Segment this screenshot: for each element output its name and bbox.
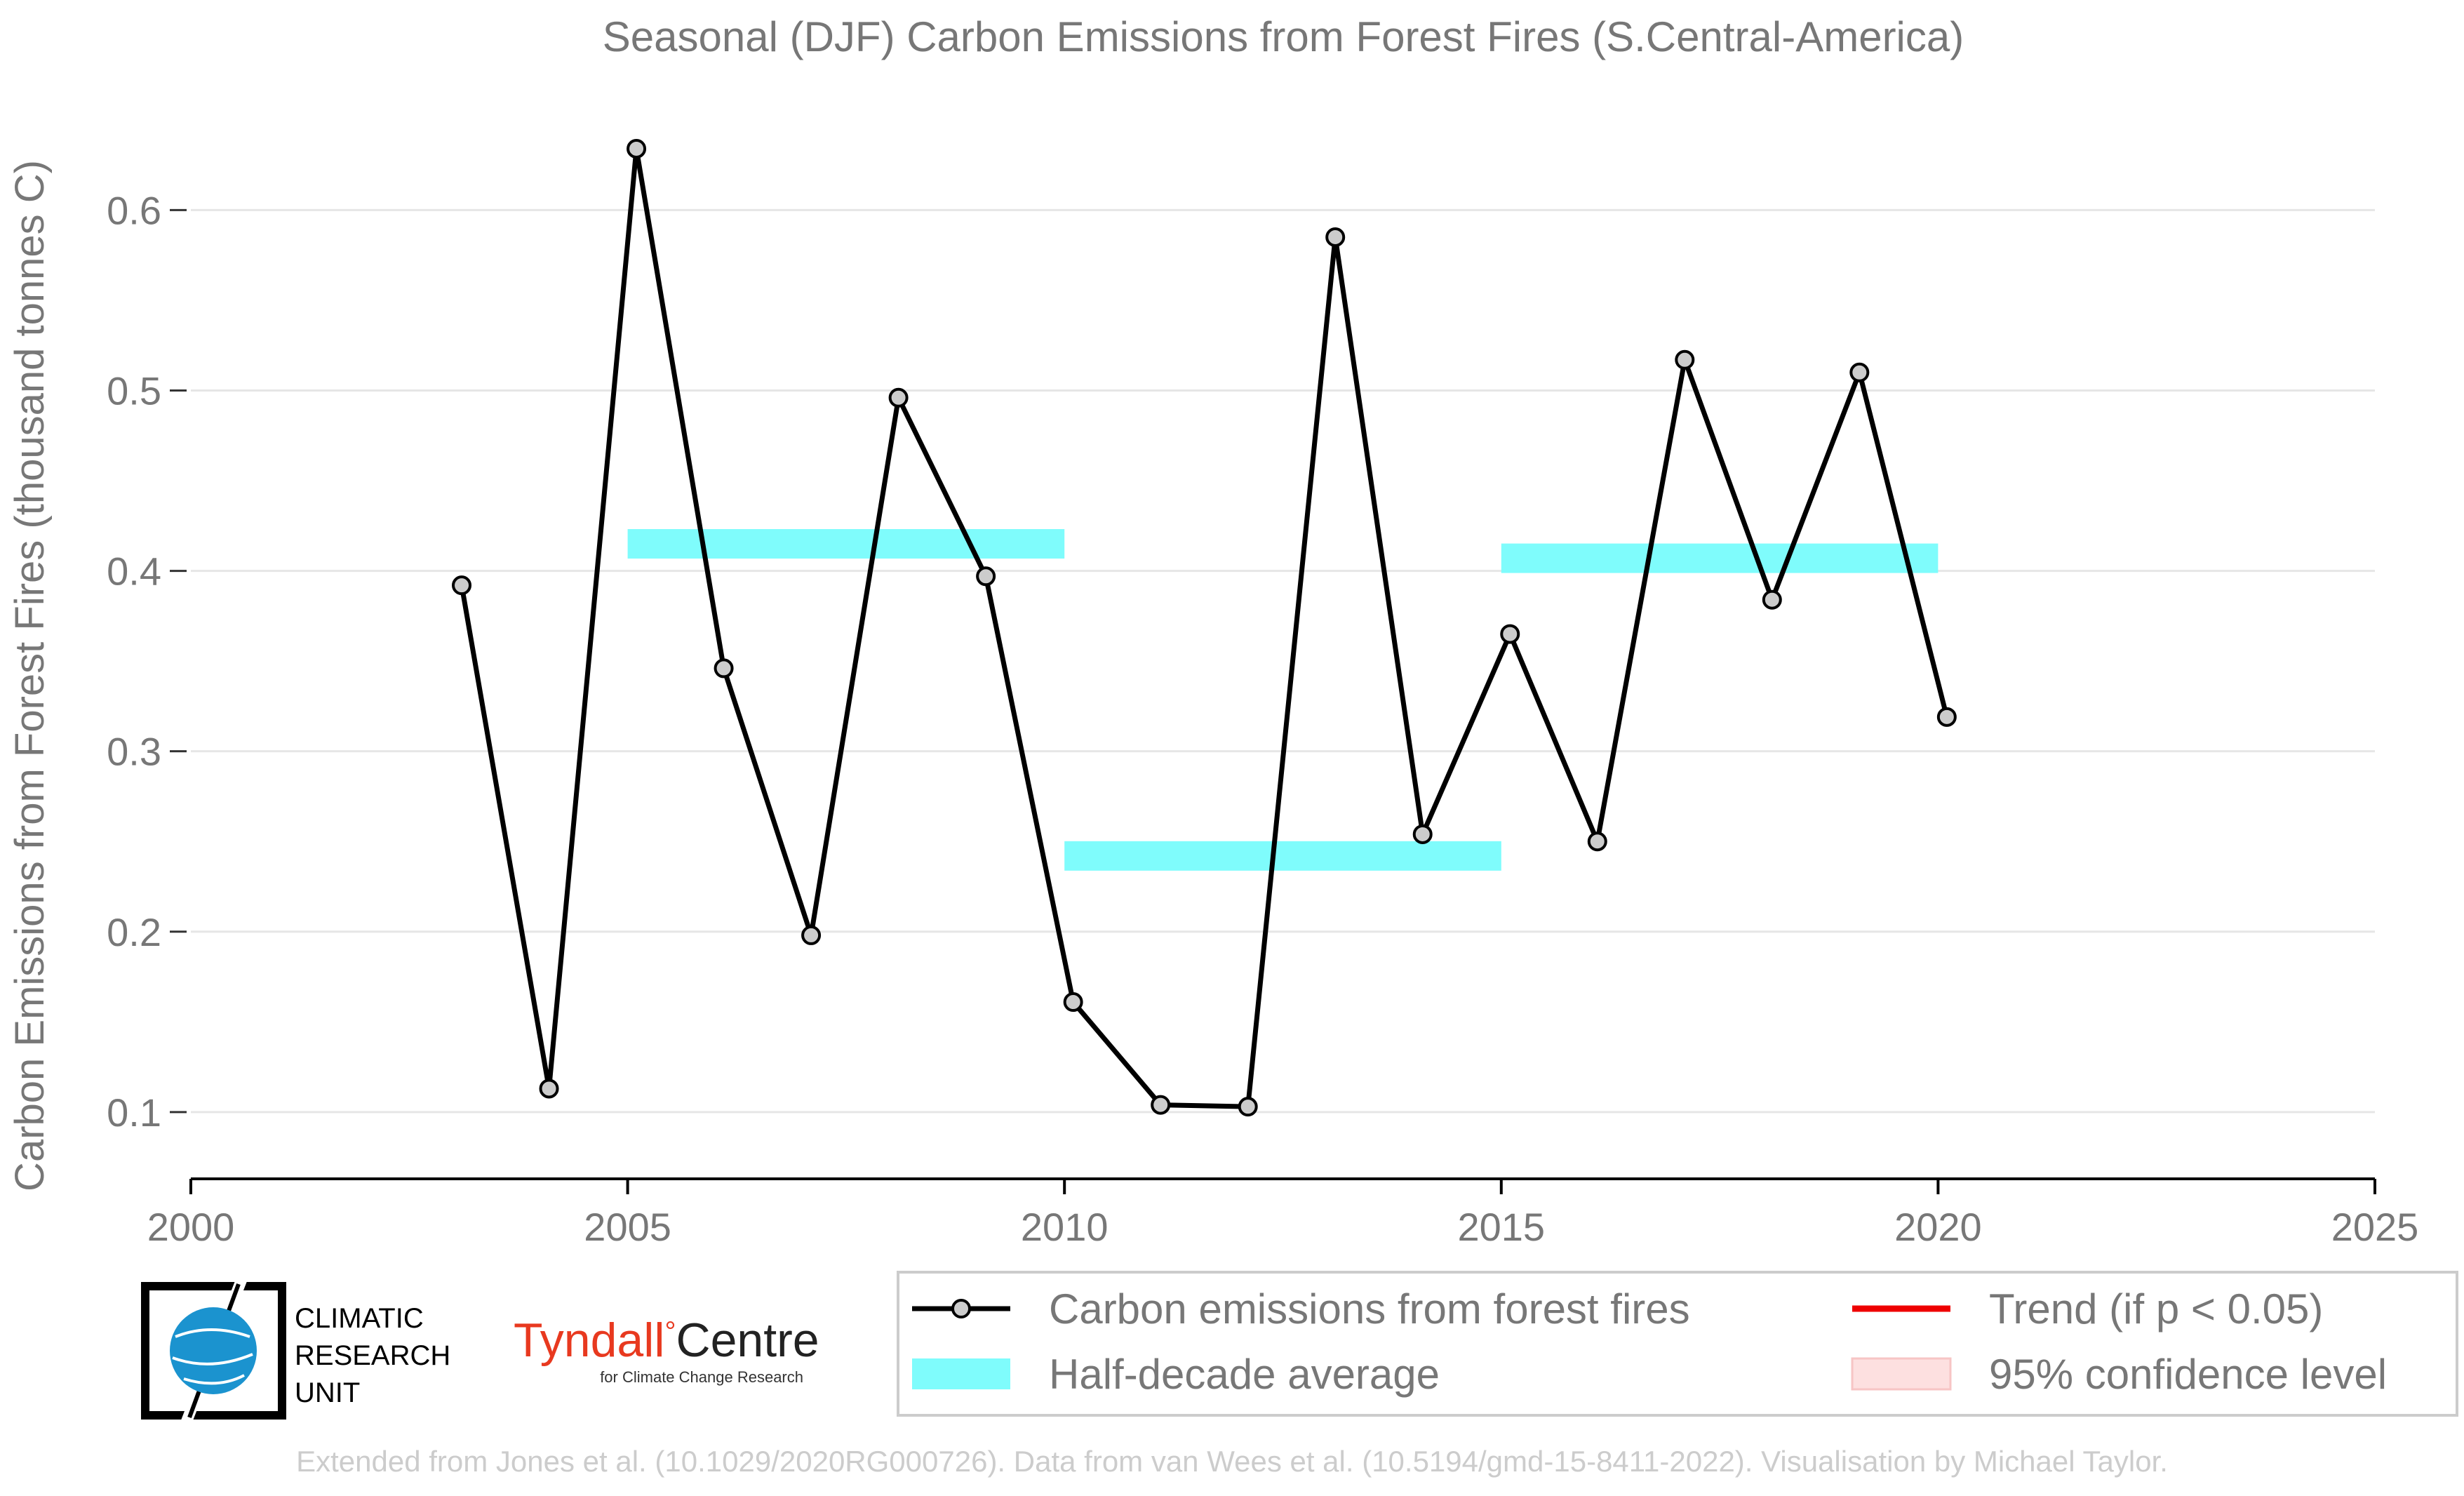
y-tick-label: 0.5 [107,368,161,413]
globe-lines-icon [172,1328,253,1385]
emissions-line [459,146,1950,1109]
data-point [1849,362,1870,382]
legend-marker-swatch [951,1299,971,1318]
half-decade-bands [627,529,1939,871]
legend-label: Half-decade average [1049,1351,1440,1398]
x-tick-label: 2025 [2331,1205,2419,1249]
y-axis: 0.1 0.2 0.3 0.4 0.5 0.6 [107,188,187,1135]
legend-label: Carbon emissions from forest fires [1049,1285,1690,1333]
tyndall-subtitle: for Climate Change Research [600,1368,803,1386]
cru-logo: CLIMATIC RESEARCH UNIT [141,1276,450,1425]
y-tick-label: 0.4 [107,549,161,594]
globe-icon [170,1307,257,1394]
data-point [1063,992,1083,1013]
half-decade-bar [1501,543,1939,573]
data-markers [452,138,1957,1117]
tyndall-logo: Tyndall°Centre for Climate Change Resear… [514,1314,819,1386]
data-point [888,387,909,408]
x-tick-label: 2015 [1458,1205,1546,1249]
data-point [452,575,472,596]
data-point [627,138,647,159]
legend-band-swatch [912,1358,1010,1389]
y-tick-label: 0.6 [107,188,161,232]
footer-credits: Extended from Jones et al. (10.1029/2020… [296,1445,2168,1478]
data-point [1238,1097,1258,1117]
cru-frame-icon [141,1282,286,1420]
legend-band-swatch [1851,1357,1952,1391]
tyndall-wordmark: Tyndall°Centre [514,1314,819,1367]
data-point [1500,624,1520,644]
half-decade-bar [1064,841,1501,871]
legend-label: Trend (if p < 0.05) [1989,1285,2323,1333]
cru-line-1: CLIMATIC [295,1303,424,1334]
data-point [1762,589,1782,610]
data-point [1587,832,1607,852]
data-point [1936,707,1957,727]
legend-box [897,1271,2458,1417]
data-point [1325,227,1346,247]
series-line [459,146,1950,1109]
data-point [801,925,822,945]
data-point [714,658,734,679]
x-tick-label: 2020 [1894,1205,1982,1249]
y-tick-label: 0.3 [107,730,161,774]
data-point [1412,824,1433,844]
grid-lines [191,208,2375,1114]
data-point [976,566,996,587]
x-tick-label: 2000 [147,1205,235,1249]
x-tick-label: 2005 [584,1205,671,1249]
x-tick-label: 2010 [1021,1205,1109,1249]
chart-title: Seasonal (DJF) Carbon Emissions from For… [603,13,1964,60]
cru-line-3: UNIT [295,1377,360,1408]
legend: Carbon emissions from forest fires Half-d… [897,1271,2458,1417]
legend-label: 95% confidence level [1989,1351,2387,1398]
y-axis-label: Carbon Emissions from Forest Fires (thou… [7,160,53,1191]
data-point [539,1078,559,1099]
x-axis: 2000 2005 2010 2015 2020 2025 [147,1177,2419,1249]
half-decade-bar [627,529,1065,559]
data-point [1151,1095,1171,1115]
y-tick-label: 0.2 [107,910,161,954]
cru-line-2: RESEARCH [295,1340,450,1371]
data-point [1675,349,1695,370]
y-tick-label: 0.1 [107,1090,161,1135]
